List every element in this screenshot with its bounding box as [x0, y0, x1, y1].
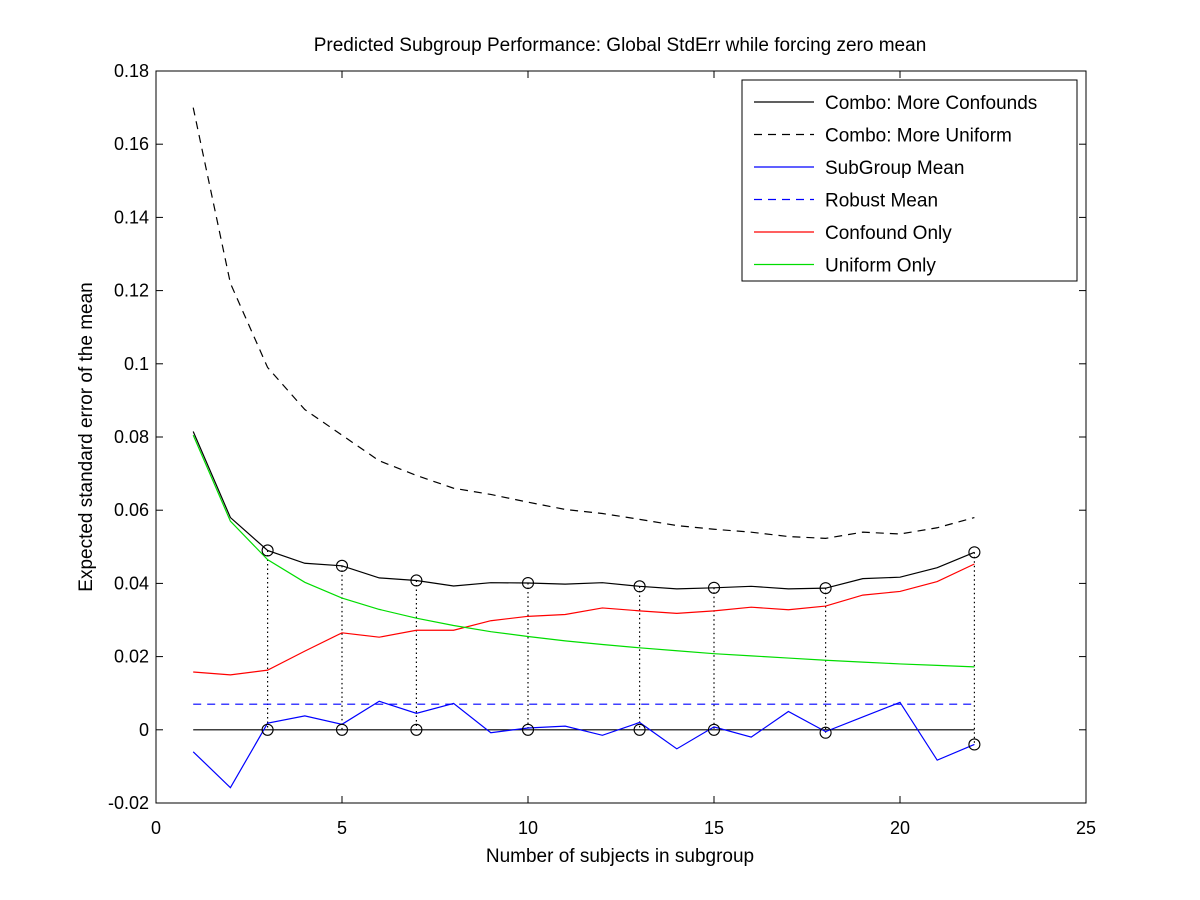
marker-circle-top: [521, 576, 535, 590]
legend-label: Combo: More Confounds: [825, 93, 1037, 114]
y-tick-label: 0.14: [114, 207, 149, 227]
y-tick-label: 0.1: [124, 354, 149, 374]
y-tick-label: 0.12: [114, 281, 149, 301]
chart-title: Predicted Subgroup Performance: Global S…: [314, 35, 927, 56]
series-line: [192, 434, 975, 668]
y-tick-label: 0: [139, 720, 149, 740]
chart-marks: [192, 107, 981, 789]
legend: Combo: More Confounds Combo: More Uniform…: [741, 79, 1078, 282]
marker-circle-top: [261, 544, 274, 557]
legend-label: Uniform Only: [825, 256, 936, 277]
y-tick-label: -0.02: [108, 793, 149, 813]
marker-circle-bottom: [261, 723, 274, 736]
x-tick-label: 15: [704, 818, 724, 838]
x-axis-label: Number of subjects in subgroup: [486, 846, 754, 867]
marker-circle-top: [819, 582, 832, 595]
y-tick-label: 0.08: [114, 427, 149, 447]
y-axis-label: Expected standard error of the mean: [76, 282, 97, 591]
legend-label: Confound Only: [825, 223, 952, 244]
marker-circle-bottom: [707, 723, 721, 736]
y-tick-label: 0.04: [114, 573, 149, 593]
axis-ticks: 0 5 10 15 20 25-0.0200.020.040.060.080.10.120…: [108, 61, 1096, 838]
legend-label: SubGroup Mean: [825, 158, 964, 179]
series-line: [192, 431, 975, 590]
series-line: [193, 563, 975, 676]
marker-circle-top: [335, 559, 349, 572]
y-tick-label: 0.18: [114, 61, 149, 81]
x-tick-label: 25: [1076, 818, 1096, 838]
y-tick-label: 0.06: [114, 500, 149, 520]
legend-label: Combo: More Uniform: [825, 126, 1012, 147]
marker-circle-bottom: [633, 723, 646, 736]
x-tick-label: 0: [151, 818, 161, 838]
marker-circle-top: [968, 546, 981, 559]
marker-circle-bottom: [968, 738, 981, 751]
x-tick-label: 5: [337, 818, 347, 838]
marker-circle-top: [633, 580, 646, 593]
series-line: [192, 107, 975, 539]
y-tick-label: 0.02: [114, 647, 149, 667]
marker-circle-top: [410, 574, 423, 587]
series-line: [192, 700, 975, 789]
y-tick-label: 0.16: [114, 134, 149, 154]
marker-circle-top: [707, 581, 721, 594]
x-tick-label: 20: [890, 818, 910, 838]
marker-circle-bottom: [819, 726, 832, 739]
marker-circle-bottom: [410, 723, 423, 736]
legend-label: Robust Mean: [825, 191, 938, 212]
marker-circle-bottom: [335, 723, 349, 736]
marker-circle-bottom: [521, 723, 535, 736]
x-tick-label: 10: [518, 818, 538, 838]
legend-box: [741, 79, 1078, 282]
